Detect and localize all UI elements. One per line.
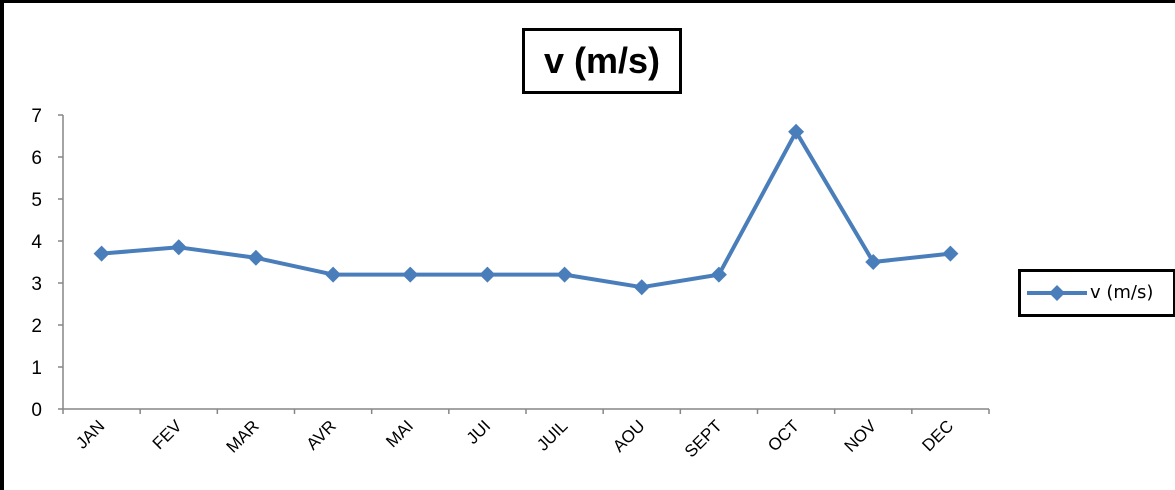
x-tick-label: MAI [382,416,417,451]
chart-plot: 0 1 2 3 4 5 6 7 JAN FEV MAR AVR MAI JUI JUIL AOU SEPT OC… [31,106,990,461]
x-axis-ticks: JAN FEV MAR AVR MAI JUI JUIL AOU SEPT OCT NOV DEC [62,409,990,461]
data-point-marker [942,245,959,262]
data-point-marker [788,123,805,140]
data-point-marker [402,266,419,283]
y-axis-ticks: 0 1 2 3 4 5 6 7 [31,106,63,421]
data-point-marker [556,266,573,283]
data-point-marker [479,266,496,283]
x-tick-label: NOV [841,416,881,456]
data-point-marker [325,266,342,283]
legend: v (m/s) [1018,269,1175,317]
legend-label: v (m/s) [1090,282,1154,303]
x-tick-label: DEC [918,416,957,455]
y-tick-label: 4 [31,232,42,253]
x-tick-label: AOU [609,416,648,455]
x-tick-label: SEPT [681,416,726,461]
data-point-marker [865,254,882,270]
x-tick-label: JUIL [533,416,571,454]
series-group [93,123,959,296]
chart-title: v (m/s) [543,40,661,81]
x-tick-label: JUI [463,416,494,447]
data-point-marker [633,279,650,296]
x-tick-label: MAR [223,416,263,456]
x-tick-label: FEV [149,416,186,453]
chart-title-box: v (m/s) [522,28,682,94]
y-tick-label: 5 [31,190,42,211]
data-point-marker [710,266,727,283]
y-tick-label: 1 [31,358,42,379]
data-point-marker [93,245,110,262]
chart-axes [62,115,989,410]
y-tick-label: 7 [31,106,42,127]
x-tick-label: AVR [303,416,340,453]
x-tick-label: OCT [764,416,803,455]
series-line [101,129,951,290]
data-point-marker [247,249,264,266]
y-tick-label: 2 [31,316,42,337]
y-tick-label: 0 [31,400,42,421]
data-point-marker [170,239,187,256]
x-tick-label: JAN [72,416,108,452]
y-tick-label: 3 [31,274,42,295]
legend-marker [1027,285,1087,301]
y-tick-label: 6 [31,148,42,169]
